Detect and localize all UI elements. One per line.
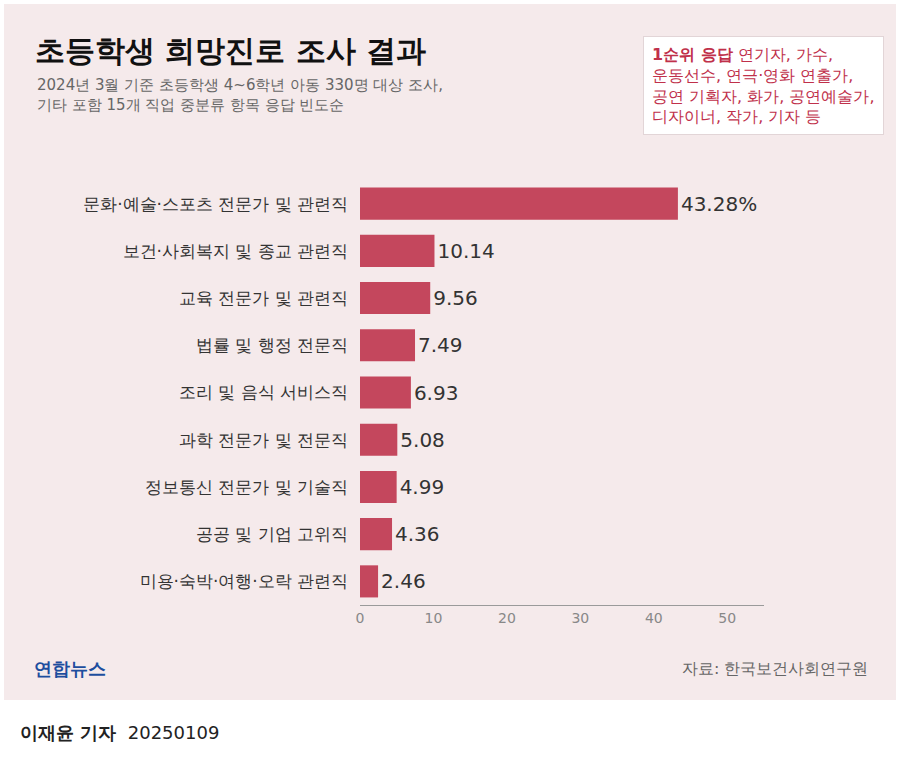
svg-text:공공 및 기업 고위직: 공공 및 기업 고위직 [196, 524, 359, 544]
svg-text:30: 30 [571, 610, 589, 626]
svg-text:2024년 3월 기준 초등학생 4~6학년 아동 330명: 2024년 3월 기준 초등학생 4~6학년 아동 330명 대상 조사,기타 … [37, 76, 443, 114]
svg-text:이재윤 기자 20250109: 이재윤 기자 20250109 [20, 722, 219, 743]
svg-text:조리 및 음식 서비스직: 조리 및 음식 서비스직 [179, 382, 359, 402]
svg-text:과학 전문가 및 전문직: 과학 전문가 및 전문직 [179, 430, 359, 450]
svg-text:50: 50 [718, 610, 736, 626]
svg-text:40: 40 [645, 610, 663, 626]
svg-text:미용·숙박·여행·오락 관련직: 미용·숙박·여행·오락 관련직 [140, 571, 359, 591]
svg-text:10: 10 [425, 610, 443, 626]
svg-text:4.36: 4.36 [395, 522, 440, 546]
svg-text:7.49: 7.49 [418, 333, 463, 357]
svg-text:5.08: 5.08 [400, 428, 445, 452]
svg-text:1순위 응답 연기자, 가수,운동선수, 연극·영화 연출가: 1순위 응답 연기자, 가수,운동선수, 연극·영화 연출가,공연 기획자, 화… [652, 45, 875, 126]
svg-text:4.99: 4.99 [400, 475, 445, 499]
svg-text:43.28%: 43.28% [681, 192, 757, 216]
svg-text:정보통신 전문가 및 기술직: 정보통신 전문가 및 기술직 [145, 477, 359, 497]
svg-text:문화·예술·스포츠 전문가 및 관련직: 문화·예술·스포츠 전문가 및 관련직 [83, 194, 359, 214]
svg-text:보건·사회복지 및 종교 관련직: 보건·사회복지 및 종교 관련직 [123, 241, 359, 261]
svg-text:10.14: 10.14 [437, 239, 494, 263]
svg-text:초등학생 희망진로 조사 결과: 초등학생 희망진로 조사 결과 [35, 33, 426, 68]
svg-text:자료: 한국보건사회연구원: 자료: 한국보건사회연구원 [682, 659, 868, 678]
svg-text:0: 0 [356, 610, 365, 626]
svg-text:6.93: 6.93 [414, 381, 459, 405]
svg-text:연합뉴스: 연합뉴스 [34, 658, 106, 679]
svg-text:교육 전문가 및 관련직: 교육 전문가 및 관련직 [179, 288, 359, 308]
svg-text:2.46: 2.46 [381, 569, 426, 593]
svg-text:9.56: 9.56 [433, 286, 478, 310]
svg-text:법률 및 행정 전문직: 법률 및 행정 전문직 [196, 335, 359, 355]
svg-text:20: 20 [498, 610, 516, 626]
